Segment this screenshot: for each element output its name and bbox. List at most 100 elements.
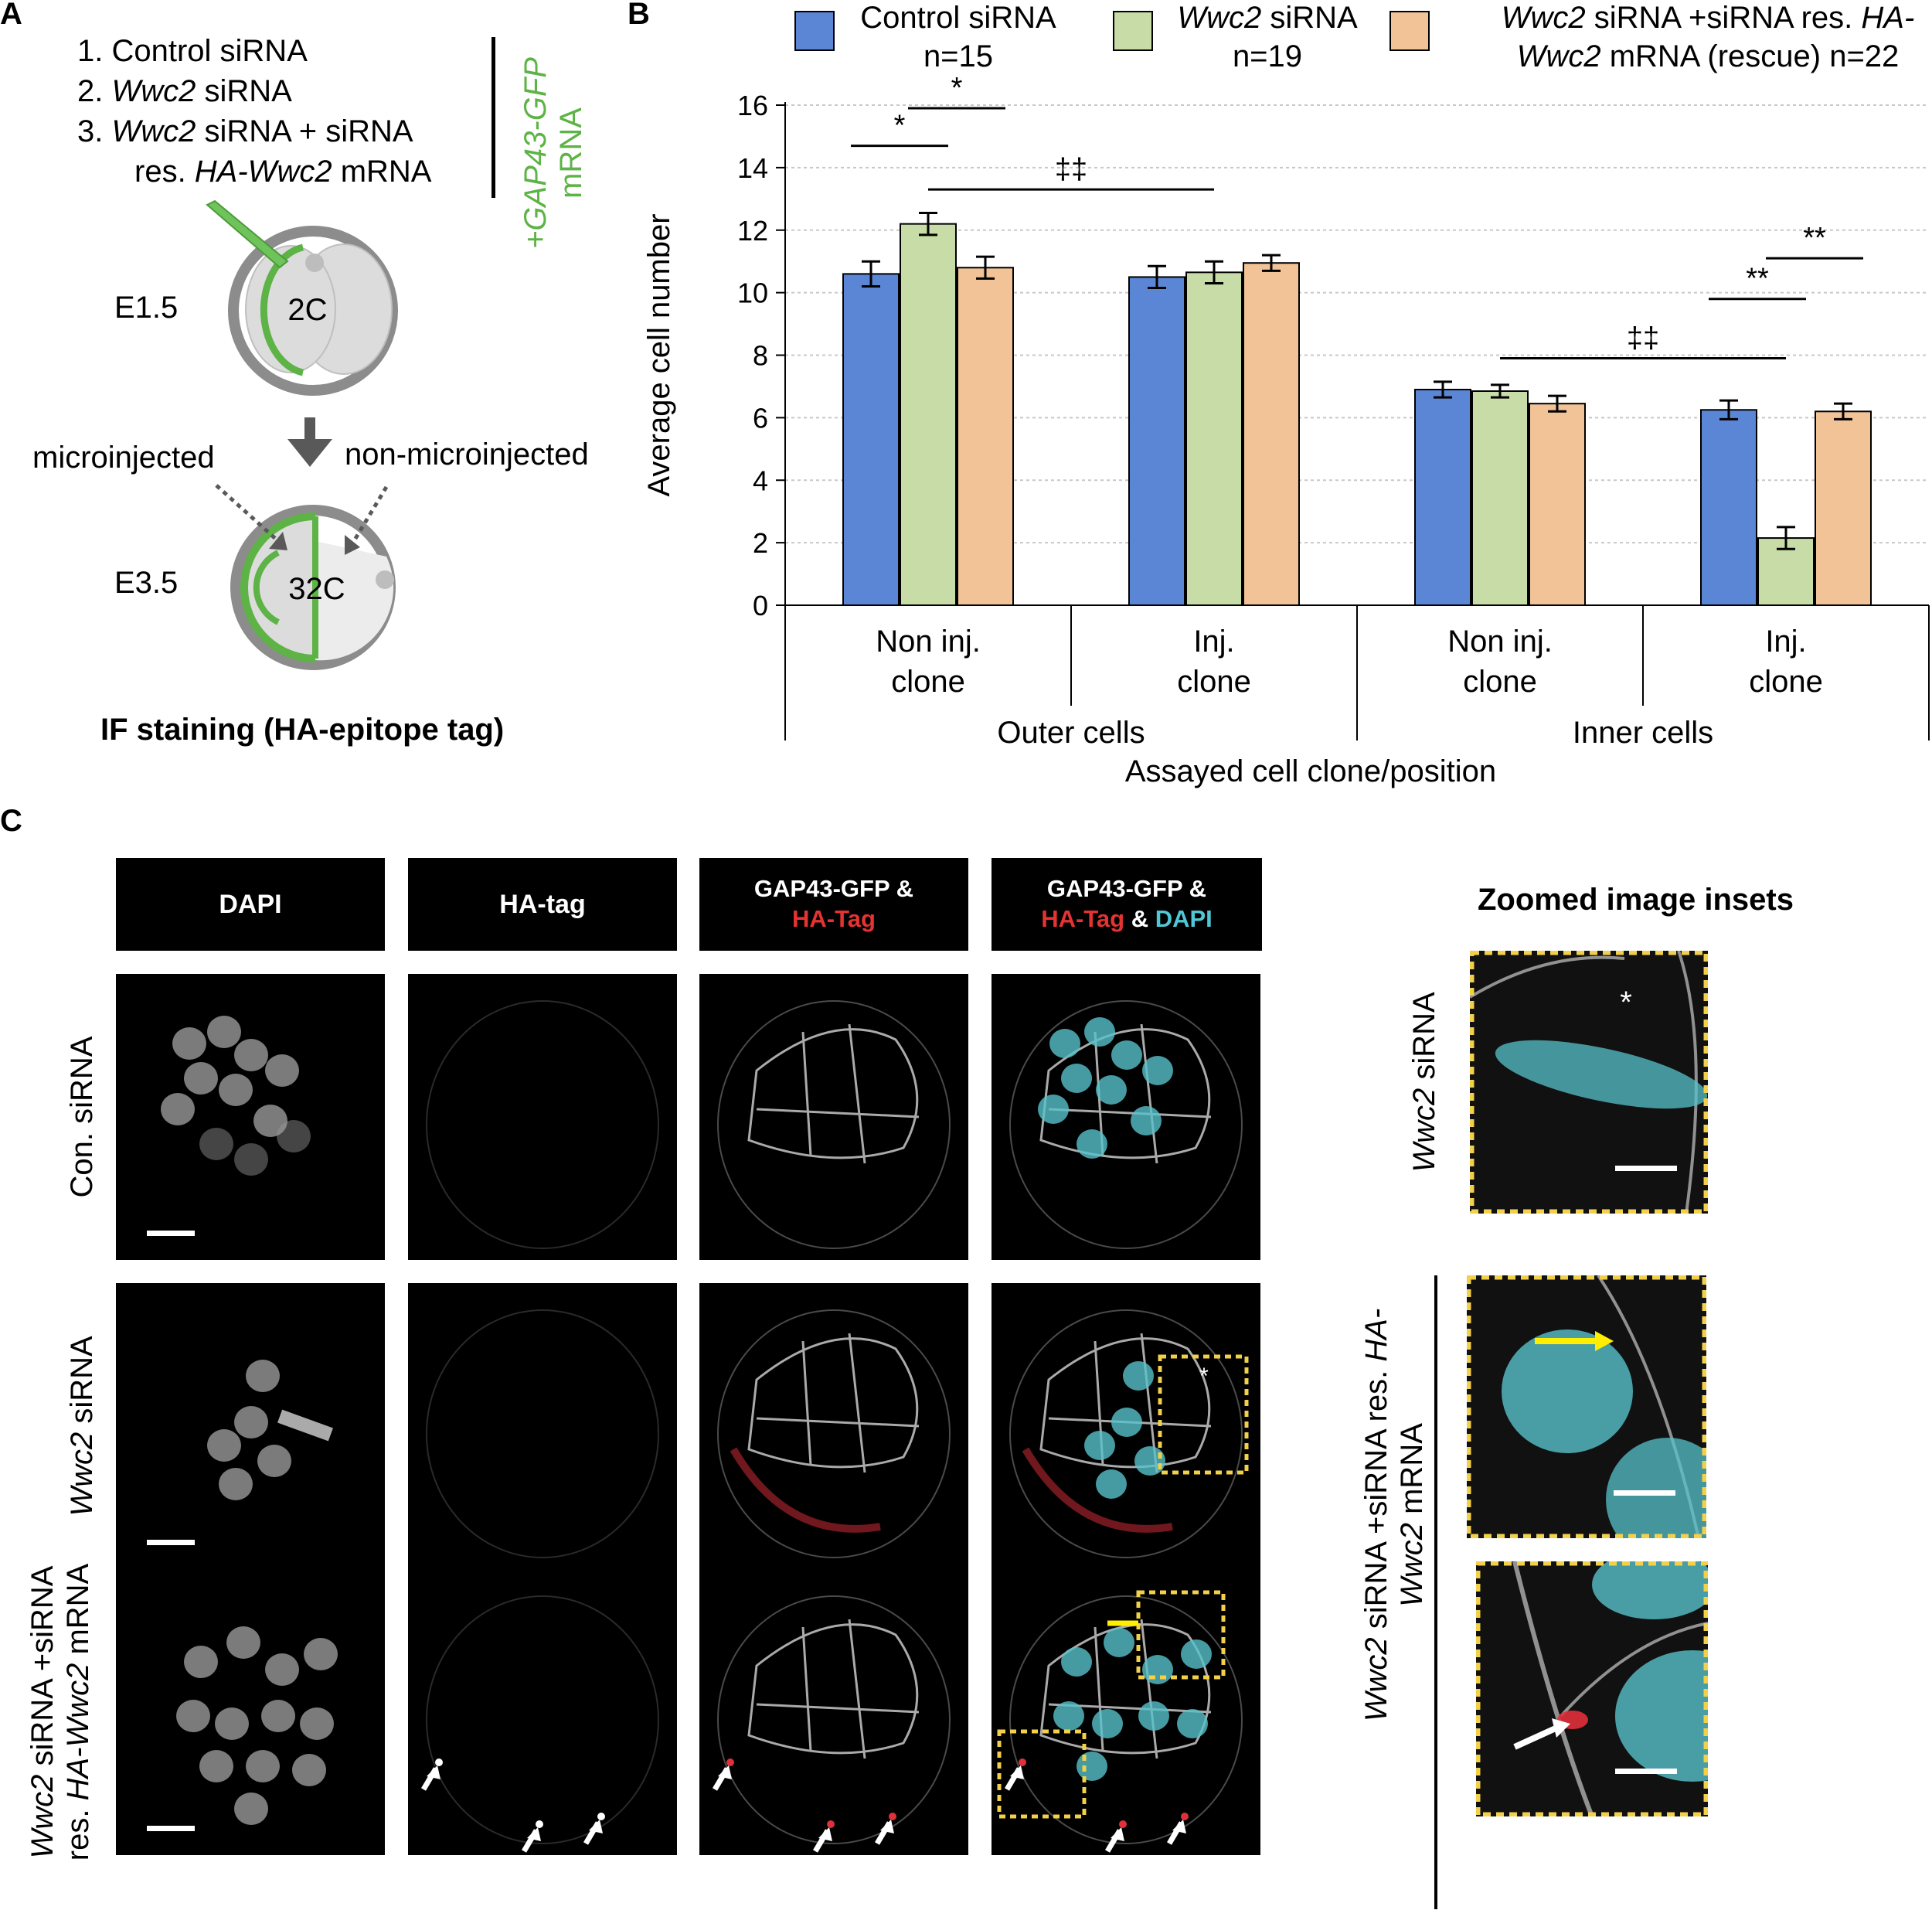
legend-name-part: siRNA +siRNA res.: [1585, 1, 1862, 35]
legend-name-part: Wwc2: [1501, 1, 1586, 35]
non-microinjected-label: non-microinjected: [345, 437, 589, 472]
legend-entry: Control siRNA n=15: [765, 0, 1151, 76]
legend-line: n=19: [1232, 39, 1303, 73]
row-label: Con. siRNA: [64, 955, 103, 1279]
category-label: Inj.: [1765, 625, 1806, 659]
bar: [1815, 410, 1872, 606]
y-tick-label: 4: [753, 465, 768, 496]
panel-label-a: A: [0, 0, 22, 31]
category-label: clone: [1463, 665, 1537, 699]
y-tick-label: 0: [753, 590, 768, 621]
zoom-row-label: Wwc2 siRNA: [1406, 928, 1445, 1237]
condition-text-part: siRNA + siRNA: [196, 114, 413, 148]
cell-2c: 2C: [287, 293, 327, 327]
category-label: clone: [1749, 665, 1823, 699]
dapi-image: [116, 1283, 385, 1569]
y-axis-label: Average cell number: [642, 213, 676, 496]
legend-line: Wwc2 siRNA +siRNA res. HA-: [1414, 0, 1932, 37]
cell-32c: 32C: [288, 572, 345, 606]
ha-tag-image: [408, 1283, 677, 1569]
ha-tag-image: [408, 974, 677, 1260]
header-merge: GAP43-GFP & HA-Tag & DAPI: [992, 858, 1262, 951]
legend-line: Control siRNA: [765, 0, 1151, 37]
y-tick-label: 14: [737, 152, 768, 184]
condition-list: 1. Control siRNA 2. Wwc2 siRNA 3. Wwc2 siR…: [77, 31, 431, 192]
legend-swatch: [1113, 11, 1153, 51]
y-tick-label: 8: [753, 340, 768, 372]
legend-name-part: Wwc2: [1177, 1, 1262, 35]
condition-item: 3. Wwc2 siRNA + siRNA: [77, 111, 431, 152]
legend-line: n=15: [923, 39, 994, 73]
x-axis-label: Assayed cell clone/position: [1125, 754, 1496, 788]
bar: [957, 267, 1014, 606]
y-tick-label: 16: [737, 90, 768, 121]
chart-legend: Control siRNA n=15 Wwc2 siRNA n=19 Wwc2 siRN…: [634, 0, 1932, 85]
group-label: Outer cells: [997, 716, 1145, 750]
panel-c: DAPI HA-tag GAP43-GFP & HA-Tag GAP43-GFP …: [0, 835, 1932, 1927]
condition-text-part: Control siRNA: [103, 34, 308, 68]
condition-number: 3.: [77, 114, 104, 148]
panel-label-b: B: [628, 0, 650, 31]
stage-e1-5: E1.5: [114, 291, 179, 325]
y-tick-label: 2: [753, 527, 768, 559]
row-label-line: res. HA-Wwc2 mRNA: [60, 1550, 96, 1874]
dapi-image: [116, 1569, 385, 1855]
microinjected-label: microinjected: [32, 441, 215, 475]
y-tick-label: 12: [737, 215, 768, 247]
blastocyst-embryo: 32C: [230, 505, 396, 670]
zoom-label-part: siRNA +siRNA res.: [1359, 1361, 1393, 1638]
zoom-label-line: Wwc2 siRNA +siRNA res. HA-: [1359, 1221, 1394, 1809]
ha-tag-image: [408, 1569, 677, 1855]
row-label-part: Wwc2: [26, 1774, 60, 1859]
row-label-part: siRNA +siRNA: [26, 1565, 60, 1775]
condition-item: 1. Control siRNA: [77, 31, 431, 71]
bar: [900, 223, 957, 606]
bar: [842, 273, 900, 606]
condition-number: 2.: [77, 74, 104, 108]
group-label: Inner cells: [1573, 716, 1713, 750]
row-label-part: siRNA: [65, 1336, 99, 1432]
dapi-image: [116, 974, 385, 1260]
category-label: Non inj.: [1447, 625, 1553, 659]
row-label-part: HA-Wwc2: [61, 1663, 95, 1801]
condition-text-part: Wwc2: [111, 74, 196, 108]
significance-label: **: [1803, 222, 1826, 254]
zoom-inset-wwc2: *: [1470, 951, 1708, 1214]
significance-label: ‡‡: [1627, 322, 1659, 355]
header-ha-tag: HA-tag: [408, 858, 677, 951]
asterisk-marker: *: [1199, 1364, 1209, 1389]
significance-label: **: [1746, 263, 1769, 295]
significance-label: *: [951, 72, 963, 104]
header-gfp-ha: GAP43-GFP & HA-Tag: [699, 858, 968, 951]
legend-swatch: [794, 11, 835, 51]
legend-entry: Wwc2 siRNA +siRNA res. HA- Wwc2 mRNA (res…: [1414, 0, 1932, 76]
zoom-label-part: Wwc2: [1395, 1523, 1429, 1607]
panel-label-c: C: [0, 804, 22, 838]
bar: [1128, 276, 1185, 606]
y-tick-label: 10: [737, 277, 768, 309]
legend-name-part: Control siRNA: [860, 1, 1056, 35]
condition-text-part: siRNA: [196, 74, 292, 108]
y-tick-label: 6: [753, 402, 768, 434]
legend-name-part: mRNA (rescue) n=22: [1600, 39, 1900, 73]
legend-name-part: HA-: [1861, 1, 1915, 35]
category-label: clone: [891, 665, 965, 699]
bar: [1185, 271, 1243, 606]
row-label-line: Wwc2 siRNA +siRNA: [25, 1550, 60, 1874]
bar: [1414, 388, 1471, 606]
gfp-ha-image: [699, 974, 968, 1260]
significance-label: ‡‡: [1055, 153, 1087, 186]
category-label: Non inj.: [876, 625, 981, 659]
zoom-inset-rescue-1: [1467, 1275, 1706, 1538]
condition-text-part: Wwc2: [111, 114, 196, 148]
header-dapi: DAPI: [116, 858, 385, 951]
condition-number: 1.: [77, 34, 104, 68]
zoom-label-part: mRNA: [1395, 1423, 1429, 1523]
condition-text-part: HA-Wwc2: [194, 155, 332, 189]
zoom-label-part: HA-: [1359, 1308, 1393, 1362]
stage-e3-5: E3.5: [114, 566, 179, 600]
two-cell-embryo: 2C: [228, 226, 398, 396]
legend-line: Wwc2 mRNA (rescue) n=22: [1414, 37, 1932, 76]
category-label: clone: [1177, 665, 1251, 699]
